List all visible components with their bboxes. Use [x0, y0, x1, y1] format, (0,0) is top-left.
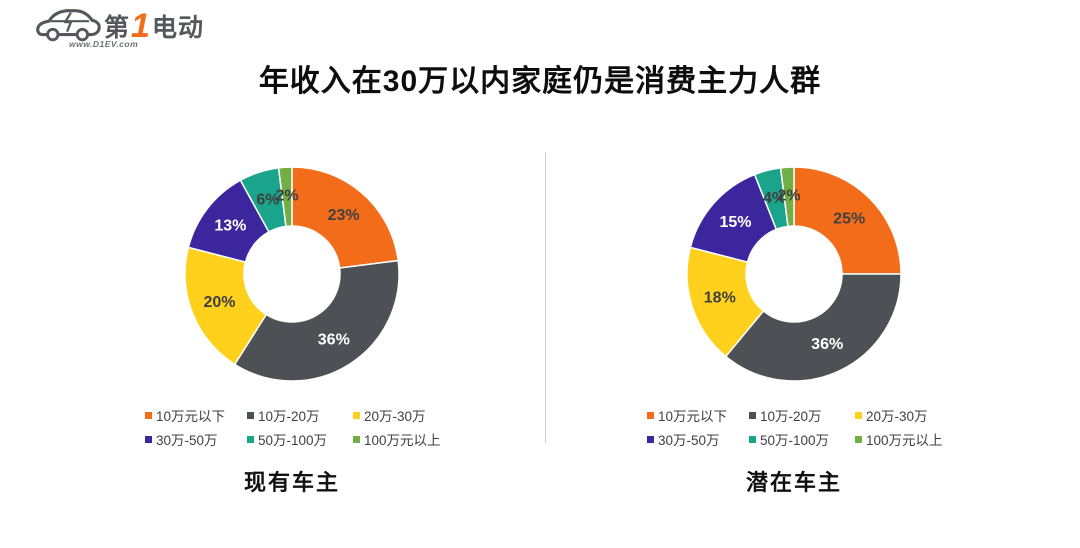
- legend-swatch: [145, 435, 152, 443]
- legend-label: 100万元以上: [866, 433, 943, 448]
- legend-item: 10万元以下: [647, 405, 749, 425]
- legend-item: 10万元以下: [145, 405, 247, 425]
- legend-swatch: [647, 411, 654, 419]
- donut-slice-2: [686, 246, 765, 358]
- legend-label: 30万-50万: [156, 433, 218, 448]
- legend-swatch: [145, 411, 152, 419]
- legend-item: 50万-100万: [247, 429, 353, 449]
- brand-number-one: 1: [131, 6, 151, 45]
- legend-item: 20万-30万: [353, 405, 465, 425]
- donut-chart-potential-owners: 25% 36% 18% 15% 4%2%: [686, 166, 902, 382]
- legend-swatch: [647, 435, 654, 443]
- donut-slice-1: [724, 273, 902, 382]
- brand-suffix: 电动: [151, 13, 204, 42]
- legend-potential-owners: 10万元以下 10万-20万 20万-30万 30万-50万 50万-100万 100万元…: [639, 405, 949, 449]
- legend-swatch: [247, 411, 254, 419]
- legend-item: 100万元以上: [353, 429, 465, 449]
- legend-swatch: [247, 435, 254, 443]
- panel-divider: [545, 152, 546, 443]
- donut-slice-0: [793, 166, 902, 275]
- panel-name-potential-owners: 潜在车主: [745, 470, 842, 495]
- car-logo-icon: [36, 9, 101, 42]
- brand-wordmark: 第1电动: [104, 6, 204, 45]
- slice-value-label: 36%: [318, 331, 350, 348]
- legend-item: 50万-100万: [749, 429, 855, 449]
- legend-item: 30万-50万: [647, 429, 749, 449]
- legend-item: 30万-50万: [145, 429, 247, 449]
- donut-slice-0: [291, 166, 399, 269]
- legend-existing-owners: 10万元以下 10万-20万 20万-30万 30万-50万 50万-100万 100万元…: [137, 405, 447, 449]
- legend-label: 50万-100万: [258, 433, 328, 448]
- brand-prefix: 第: [104, 13, 131, 42]
- page-title: 年收入在30万以内家庭仍是消费主力人群: [258, 65, 822, 98]
- slice-value-label: 15%: [719, 214, 751, 231]
- logo-site-url: www.D1EV.com: [69, 39, 139, 49]
- legend-label: 30万-50万: [658, 433, 720, 448]
- slice-value-label: 2%: [276, 188, 299, 205]
- legend-swatch: [855, 435, 862, 443]
- legend-label: 10万-20万: [760, 409, 822, 424]
- legend-swatch: [855, 411, 862, 419]
- legend-label: 10万-20万: [258, 409, 320, 424]
- slice-value-label: 2%: [778, 188, 801, 205]
- legend-item: 10万-20万: [749, 405, 855, 425]
- donut-chart-existing-owners: 23% 36% 20% 13% 6%2%: [184, 166, 400, 382]
- legend-label: 50万-100万: [760, 433, 830, 448]
- legend-label: 20万-30万: [364, 409, 426, 424]
- legend-item: 10万-20万: [247, 405, 353, 425]
- legend-item: 100万元以上: [855, 429, 967, 449]
- slice-value-label: 4%: [763, 190, 786, 207]
- chart-panel-existing-owners: 23% 36% 20% 13% 6% 2% 10万元以下 10万-20万 20万-30万 30万…: [137, 162, 447, 497]
- slice-value-label: 23%: [328, 207, 360, 224]
- donut-slice-5: [779, 166, 795, 228]
- donut-slice-5: [277, 166, 293, 228]
- legend-swatch: [353, 435, 360, 443]
- slice-value-label: 25%: [833, 210, 865, 227]
- legend-label: 20万-30万: [866, 409, 928, 424]
- legend-item: 20万-30万: [855, 405, 967, 425]
- chart-panel-potential-owners: 25% 36% 18% 15% 4% 2% 10万元以下 10万-20万 20万-30万 30万…: [639, 162, 949, 497]
- d1ev-logo: 第1电动 www.D1EV.com: [35, 4, 204, 49]
- donut-slice-2: [184, 246, 268, 366]
- legend-swatch: [749, 435, 756, 443]
- legend-swatch: [353, 411, 360, 419]
- slice-value-label: 13%: [214, 218, 246, 235]
- slice-value-label: 36%: [811, 336, 843, 353]
- legend-label: 10万元以下: [156, 409, 226, 424]
- legend-label: 100万元以上: [364, 433, 441, 448]
- slice-value-label: 18%: [704, 290, 736, 307]
- donut-slice-1: [233, 259, 400, 382]
- panel-name-existing-owners: 现有车主: [243, 470, 340, 495]
- slice-value-label: 20%: [203, 294, 235, 311]
- legend-swatch: [749, 411, 756, 419]
- legend-label: 10万元以下: [658, 409, 728, 424]
- slice-value-label: 6%: [256, 191, 279, 208]
